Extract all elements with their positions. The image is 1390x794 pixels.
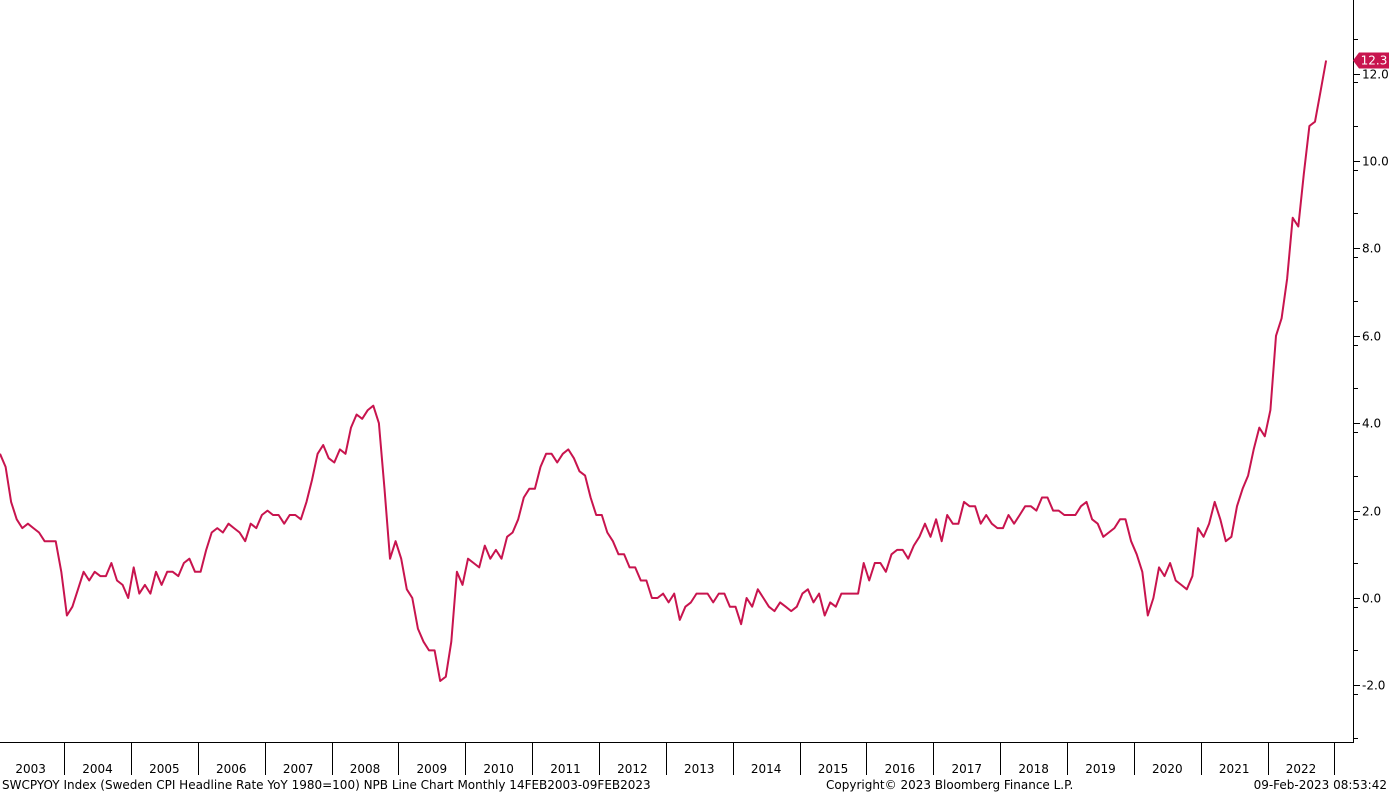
y-tick-label: 2.0 bbox=[1362, 505, 1381, 519]
last-value-flag bbox=[1353, 52, 1389, 69]
x-tick-label: 2003 bbox=[15, 762, 46, 776]
y-tick-label: 6.0 bbox=[1362, 330, 1381, 344]
x-axis-ticks: 2003 2004 2005 2006 2007 2008 2009 2010 2011 2012… bbox=[15, 742, 1335, 776]
x-tick-label: 2004 bbox=[82, 762, 113, 776]
y-tick-label: 0.0 bbox=[1362, 592, 1381, 606]
x-tick-label: 2013 bbox=[684, 762, 715, 776]
x-tick-label: 2016 bbox=[885, 762, 916, 776]
last-value-marker: 12.3 bbox=[1353, 52, 1389, 69]
x-tick-label: 2007 bbox=[283, 762, 314, 776]
y-tick-label: 8.0 bbox=[1362, 242, 1381, 256]
x-tick-label: 2021 bbox=[1219, 762, 1250, 776]
x-tick-label: 2019 bbox=[1085, 762, 1116, 776]
x-tick-label: 2006 bbox=[216, 762, 247, 776]
y-tick-label: -2.0 bbox=[1362, 679, 1385, 693]
y-tick-label: 10.0 bbox=[1362, 155, 1389, 169]
x-tick-label: 2018 bbox=[1018, 762, 1049, 776]
x-tick-label: 2020 bbox=[1152, 762, 1183, 776]
x-tick-label: 2022 bbox=[1286, 762, 1317, 776]
x-tick-label: 2015 bbox=[818, 762, 849, 776]
series-layer bbox=[0, 60, 1328, 682]
y-axis-ticks: -2.0 0.0 2.0 4.0 6.0 8.0 10.0 12.0 bbox=[1353, 39, 1389, 739]
x-tick-label: 2017 bbox=[951, 762, 982, 776]
y-tick-label: 12.0 bbox=[1362, 68, 1389, 82]
footer-copyright: Copyright© 2023 Bloomberg Finance L.P. bbox=[826, 778, 1074, 792]
y-tick-label: 4.0 bbox=[1362, 417, 1381, 431]
footer-timestamp: 09-Feb-2023 08:53:42 bbox=[1253, 778, 1387, 792]
x-tick-label: 2005 bbox=[149, 762, 180, 776]
x-tick-label: 2011 bbox=[550, 762, 581, 776]
last-value-label: 12.3 bbox=[1361, 53, 1388, 67]
x-tick-label: 2014 bbox=[751, 762, 782, 776]
series-line bbox=[0, 60, 1328, 682]
x-tick-label: 2012 bbox=[617, 762, 648, 776]
x-tick-label: 2008 bbox=[350, 762, 381, 776]
x-tick-label: 2009 bbox=[417, 762, 448, 776]
footer-description: SWCPYOY Index (Sweden CPI Headline Rate … bbox=[2, 778, 651, 792]
axis-frame bbox=[0, 0, 1354, 743]
x-tick-label: 2010 bbox=[483, 762, 514, 776]
